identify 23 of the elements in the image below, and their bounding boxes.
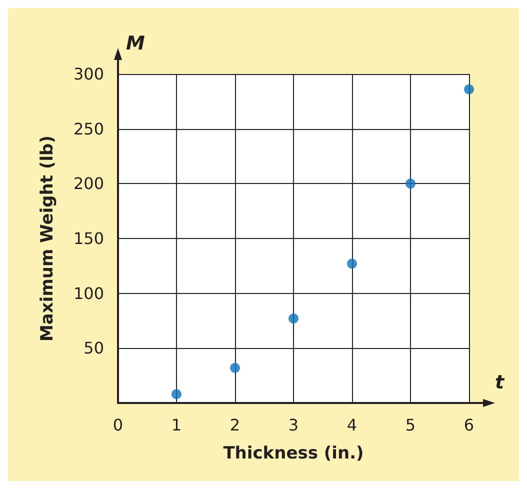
y-tick-label: 150 — [73, 229, 104, 248]
point — [347, 258, 357, 269]
text: M — [126, 32, 145, 54]
y-axis-title: Maximum Weight (lb) — [38, 136, 58, 342]
point — [230, 362, 240, 373]
x-tick-label: 6 — [464, 416, 474, 434]
text: t — [495, 372, 505, 394]
y-tick-label: 100 — [73, 284, 104, 303]
x-tick-label: 0 — [112, 416, 124, 434]
point — [464, 84, 474, 94]
x-tick-label: 1 — [171, 416, 182, 434]
y-tick-label: 250 — [73, 119, 104, 138]
point — [288, 314, 298, 324]
x-tick-label: 4 — [346, 416, 358, 434]
x-tick-label: 5 — [405, 416, 416, 434]
point — [172, 389, 182, 400]
x-tick-label: 2 — [230, 416, 240, 434]
y-tick-label: 300 — [73, 64, 104, 84]
y-tick-label: 200 — [73, 174, 104, 194]
x-tick-label: 3 — [288, 416, 299, 434]
point — [406, 178, 416, 189]
x-axis-title: Thickness (in.) — [223, 444, 364, 464]
y-tick-label: 50 — [84, 338, 104, 358]
